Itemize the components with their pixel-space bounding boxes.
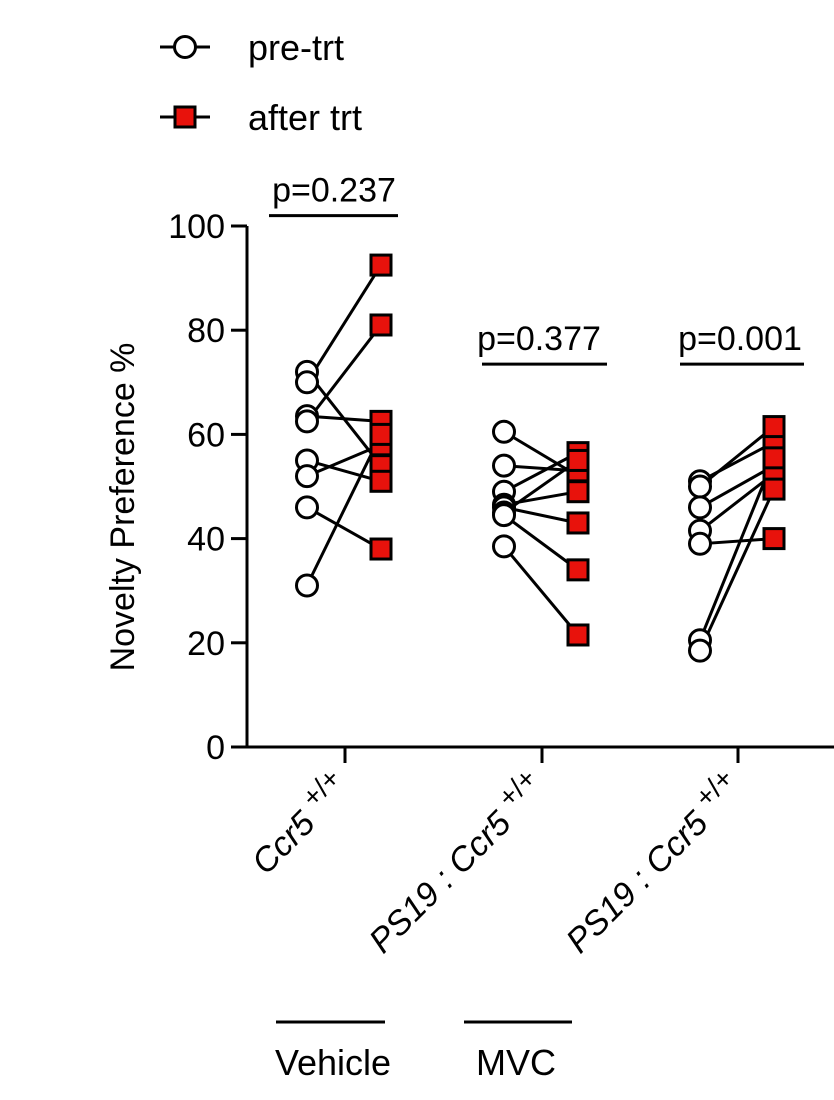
legend-label: after trt xyxy=(248,97,362,138)
pair-line xyxy=(698,488,776,652)
pair-line xyxy=(305,324,383,423)
pair-line xyxy=(503,513,579,572)
after-trt-point xyxy=(369,469,393,493)
x-category-labels: Ccr5 +/+PS19 : Ccr5 +/+PS19 : Ccr5 +/+ xyxy=(238,762,751,960)
pre-trt-point xyxy=(492,453,516,478)
group-label: MVC xyxy=(476,1042,556,1083)
after-trt-point xyxy=(566,623,590,647)
pre-trt-point xyxy=(688,495,712,520)
x-category-label: Ccr5 +/+ xyxy=(238,762,357,881)
p-value-label: p=0.001 xyxy=(678,320,802,358)
y-tick-label: 20 xyxy=(187,625,225,663)
treatment-group-labels: Vehicle MVC xyxy=(275,1020,572,1083)
pair-line xyxy=(306,459,382,483)
x-category-label: PS19 : Ccr5 +/+ xyxy=(553,762,751,960)
group-label: Vehicle xyxy=(275,1042,391,1083)
after-trt-point xyxy=(369,422,393,446)
pre-trt-point xyxy=(492,534,516,559)
y-axis-label: Novelty Preference % xyxy=(104,343,142,672)
pair-lines xyxy=(305,264,776,652)
pair-line xyxy=(305,264,383,384)
pair-line xyxy=(503,505,579,525)
y-tick-label: 0 xyxy=(206,729,225,767)
legend: pre-trt after trt xyxy=(160,27,362,138)
after-trt-point xyxy=(566,511,590,535)
pre-trt-point xyxy=(688,638,712,663)
after-trt-point xyxy=(762,477,786,501)
after-trt-point xyxy=(762,446,786,470)
y-tick-label: 80 xyxy=(187,312,225,350)
pre-trt-point xyxy=(492,419,516,444)
pre-trt-point xyxy=(295,573,319,598)
axes: 0 20 40 60 80 100 Novelty Preference % xyxy=(104,208,834,767)
pair-line xyxy=(503,459,579,514)
category-prefix: PS19 : xyxy=(559,855,665,961)
pair-line xyxy=(305,433,383,587)
after-trt-point xyxy=(762,527,786,551)
pre-trt-point xyxy=(295,370,319,395)
pair-line xyxy=(306,443,382,478)
after-trt-point xyxy=(566,448,590,472)
pre-trt-point xyxy=(295,464,319,489)
pre-trt-point xyxy=(295,495,319,520)
pair-line xyxy=(503,451,579,494)
pair-line xyxy=(699,472,775,532)
pair-line xyxy=(698,457,776,641)
y-tick-label: 40 xyxy=(187,521,225,559)
legend-label: pre-trt xyxy=(248,27,344,68)
legend-marker-square xyxy=(173,105,197,129)
legend-marker-circle xyxy=(173,35,197,59)
after-trt-point xyxy=(566,558,590,582)
y-tick-label: 100 xyxy=(168,208,225,246)
after-trt-point xyxy=(566,480,590,504)
after-trt-point xyxy=(369,253,393,277)
p-value-annotations: p=0.237 p=0.377 p=0.001 xyxy=(269,172,804,366)
pair-line xyxy=(306,506,382,551)
after-trt-point xyxy=(762,415,786,439)
pre-trt-point xyxy=(295,409,319,434)
pre-trt-point xyxy=(492,503,516,528)
p-value-label: p=0.237 xyxy=(272,172,396,210)
category-prefix: PS19 : xyxy=(362,855,468,961)
after-trt-point xyxy=(369,537,393,561)
x-category-label: PS19 : Ccr5 +/+ xyxy=(356,762,554,960)
pre-trt-point xyxy=(688,474,712,499)
after-trt-point xyxy=(369,313,393,337)
pair-line xyxy=(502,545,580,636)
p-value-label: p=0.377 xyxy=(477,320,601,358)
pair-line xyxy=(699,464,775,509)
markers xyxy=(295,253,786,663)
pre-trt-point xyxy=(688,531,712,556)
y-tick-label: 60 xyxy=(187,416,225,454)
pair-line xyxy=(699,425,775,488)
pair-line xyxy=(306,414,382,423)
pair-line xyxy=(699,537,775,546)
